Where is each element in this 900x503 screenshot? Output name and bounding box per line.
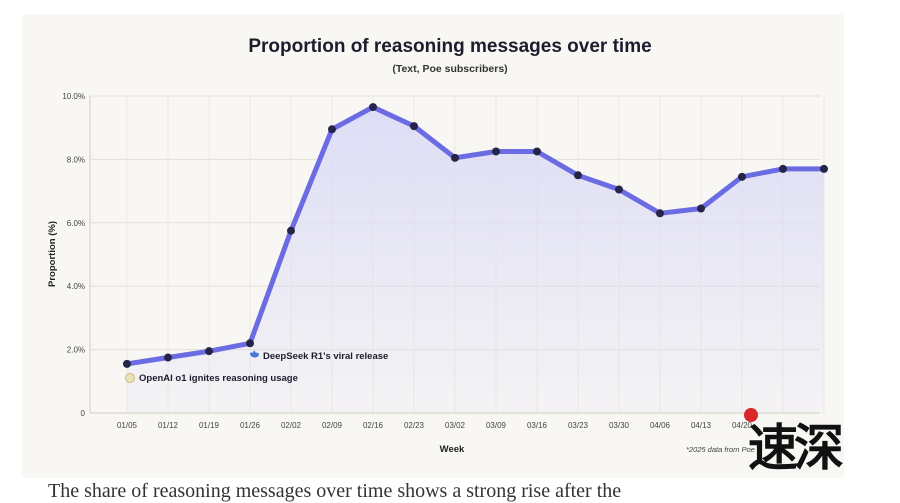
y-tick-label: 6.0% <box>67 219 85 228</box>
x-tick-label: 03/30 <box>609 421 630 430</box>
annotation-deepseek: DeepSeek R1's viral release <box>250 350 388 362</box>
data-point <box>615 185 623 194</box>
caption-text: The share of reasoning messages over tim… <box>48 480 622 502</box>
y-tick-label: 10.0% <box>62 92 85 101</box>
data-point <box>205 347 213 356</box>
y-axis-label: Proportion (%) <box>47 221 58 287</box>
data-point <box>164 353 172 362</box>
chart-title: Proportion of reasoning messages over ti… <box>248 36 652 57</box>
x-tick-label: 04/20 <box>732 421 753 430</box>
x-tick-label: 04/13 <box>691 421 712 430</box>
x-tick-label: 02/23 <box>404 421 425 430</box>
data-point <box>656 209 664 218</box>
whale-icon <box>250 350 259 358</box>
watermark: 速深 <box>748 418 844 477</box>
x-tick-label: 02/16 <box>363 421 384 430</box>
x-tick-label: 01/26 <box>240 421 261 430</box>
data-point <box>820 164 828 173</box>
x-tick-label: 01/19 <box>199 421 220 430</box>
y-tick-label: 0 <box>81 409 86 418</box>
y-tick-label: 8.0% <box>67 155 85 164</box>
annotation-openai-text: OpenAI o1 ignites reasoning usage <box>139 373 298 384</box>
watermark-dot <box>744 408 758 422</box>
footnote: *2025 data from Poe <box>686 445 755 454</box>
data-points <box>123 103 828 368</box>
data-point <box>287 226 295 235</box>
x-tick-label: 02/02 <box>281 421 302 430</box>
annotation-deepseek-text: DeepSeek R1's viral release <box>263 351 388 362</box>
x-tick-label: 02/09 <box>322 421 343 430</box>
data-point <box>123 359 131 368</box>
area-fill <box>127 107 824 413</box>
openai-logo-icon <box>125 373 135 383</box>
data-point <box>328 125 336 134</box>
x-tick-label: 03/02 <box>445 421 466 430</box>
data-point <box>246 339 254 348</box>
x-tick-label: 03/16 <box>527 421 548 430</box>
data-point <box>451 153 459 162</box>
y-tick-label: 4.0% <box>67 282 85 291</box>
x-tick-label: 03/09 <box>486 421 507 430</box>
data-point <box>574 171 582 180</box>
data-point <box>410 122 418 131</box>
data-point <box>492 147 500 156</box>
x-tick-label: 01/12 <box>158 421 179 430</box>
x-tick-label: 04/06 <box>650 421 671 430</box>
data-point <box>779 164 787 173</box>
data-point <box>369 103 377 112</box>
data-point <box>738 172 746 181</box>
data-point <box>533 147 541 156</box>
x-tick-label: 03/23 <box>568 421 589 430</box>
data-point <box>697 204 705 213</box>
y-tick-label: 2.0% <box>67 346 85 355</box>
x-tick-label: 01/05 <box>117 421 138 430</box>
annotation-openai: OpenAI o1 ignites reasoning usage <box>125 373 298 384</box>
x-ticks: 01/05 01/12 01/19 01/26 02/02 02/09 02/16 02/23… <box>117 421 753 430</box>
series-line <box>124 104 827 367</box>
chart-subtitle: (Text, Poe subscribers) <box>392 63 508 75</box>
x-axis-label: Week <box>440 444 465 455</box>
y-ticks: 0 2.0% 4.0% 6.0% 8.0% 10.0% <box>62 92 85 418</box>
